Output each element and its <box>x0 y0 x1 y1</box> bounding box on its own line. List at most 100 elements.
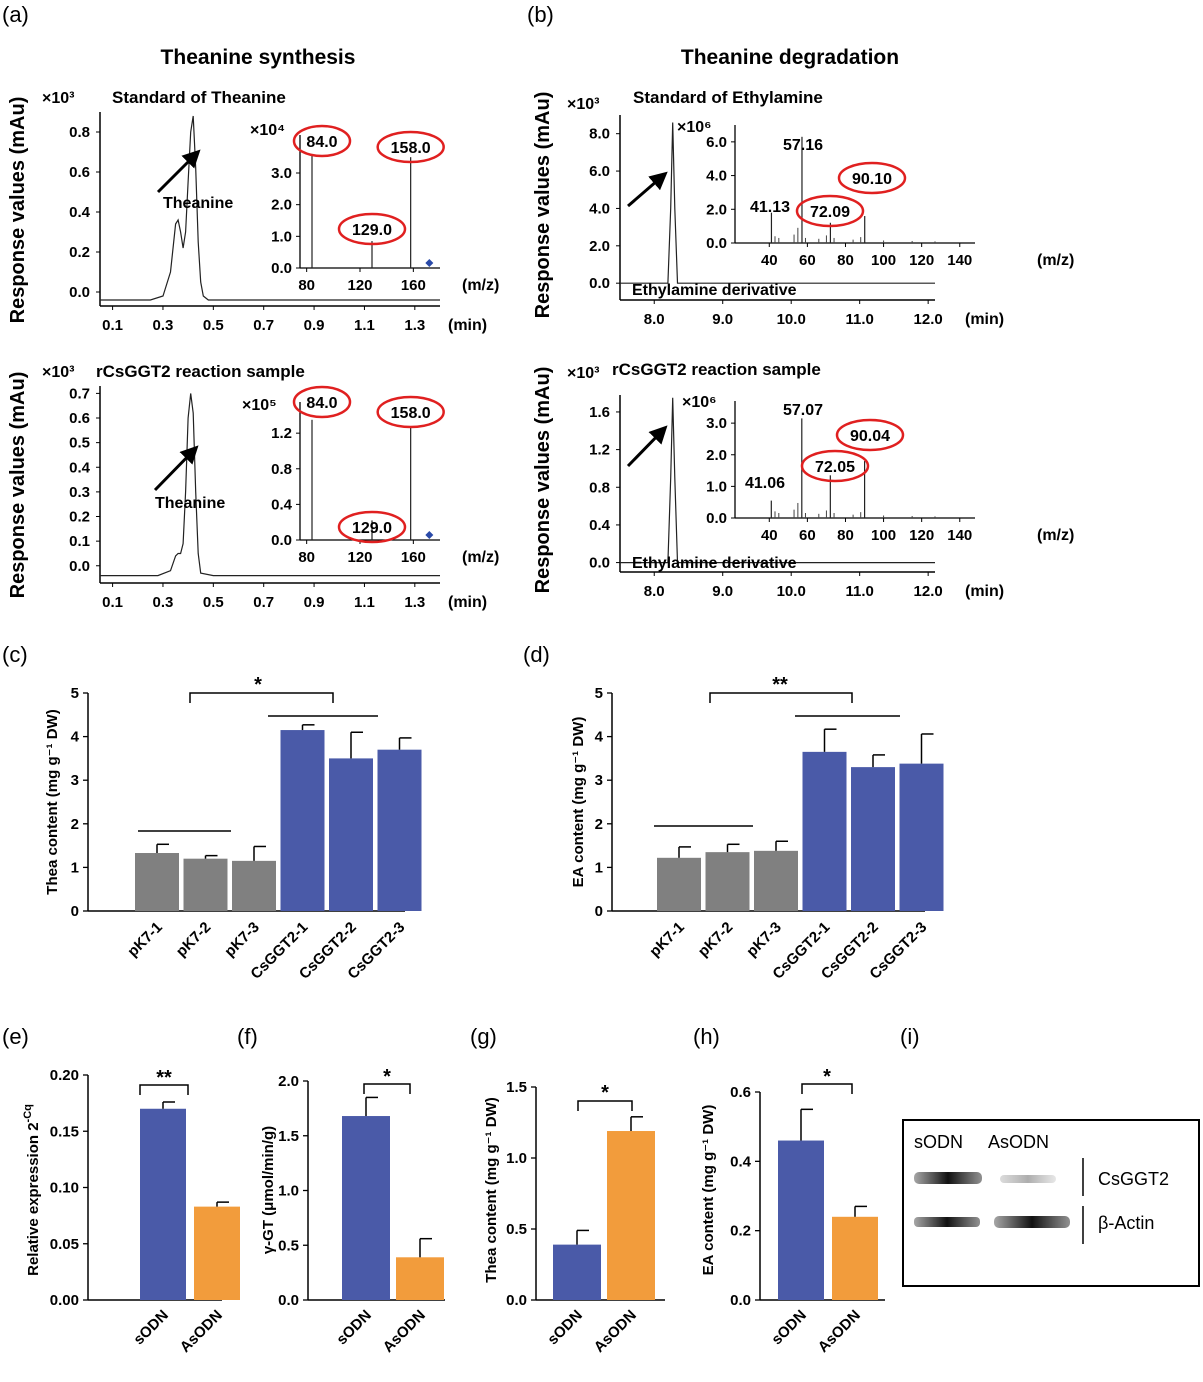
x-tick-label: 12.0 <box>914 311 943 328</box>
y-tick-label: 4 <box>71 729 80 746</box>
bar-chart-f: 0.0 0.5 1.0 1.5 2.0 γ-GT (μmol/min/g) sODN AsOD… <box>260 1066 445 1356</box>
x-tick-label: pK7-1 <box>646 919 687 960</box>
panel-label-b: (b) <box>527 2 554 27</box>
blot-band-label-csggt2: CsGGT2 <box>1098 1169 1169 1189</box>
y-tick-label: 0.0 <box>69 558 90 575</box>
y-tick-label: 0.0 <box>278 1292 299 1309</box>
panel-label-h: (h) <box>693 1024 720 1049</box>
x-tick-label: 1.1 <box>354 317 375 334</box>
bar <box>183 858 228 911</box>
bar <box>607 1131 655 1300</box>
inset-y-tick-label: 0.0 <box>271 532 292 549</box>
y-scale-label: ×10³ <box>42 364 74 381</box>
highlight-ellipse <box>337 510 407 544</box>
ms-peak-label: 158.0 <box>391 140 431 157</box>
ms-peak-label: 90.04 <box>850 428 890 445</box>
x-tick-label: pK7-3 <box>743 919 784 960</box>
peak-arrow <box>626 425 668 468</box>
blot-band-actin-lane2 <box>994 1216 1070 1228</box>
bar <box>802 751 847 911</box>
inset-scale-label: ×10⁵ <box>242 397 277 414</box>
highlight-ellipse <box>337 212 407 246</box>
inset-x-unit: (m/z) <box>462 277 499 294</box>
chromatogram-b-reaction: rCsGGT2 reaction sample ×10³ Response valu… <box>532 360 1074 600</box>
peak-arrow <box>153 445 199 492</box>
x-tick-label: 0.9 <box>304 594 325 611</box>
bar <box>135 853 179 911</box>
blot-band-csggt2-lane1 <box>914 1172 982 1184</box>
inset-y-tick-label: 1.0 <box>271 228 292 245</box>
y-tick-label: 1.0 <box>506 1150 527 1167</box>
x-tick-label: 0.1 <box>102 317 123 334</box>
y-tick-label: 0.10 <box>50 1180 79 1197</box>
x-axis-unit: (min) <box>965 311 1004 328</box>
x-tick-label: pK7-1 <box>124 919 165 960</box>
x-tick-label: 9.0 <box>712 583 733 600</box>
y-axis-label-superscript: -Cq <box>22 1104 34 1122</box>
inset-x-tick-label: 80 <box>298 277 315 294</box>
y-tick-label: 1 <box>71 859 79 876</box>
y-tick-label: 1.5 <box>506 1079 527 1096</box>
inset-y-tick-label: 0.4 <box>271 496 293 513</box>
x-tick-label: pK7-3 <box>221 919 262 960</box>
x-tick-label: 0.7 <box>253 317 274 334</box>
significance-bracket <box>363 1083 411 1094</box>
y-tick-label: 0.4 <box>589 517 611 534</box>
inset-x-tick-label: 80 <box>298 549 315 566</box>
panel-label-a: (a) <box>2 2 29 27</box>
y-tick-label: 0 <box>595 903 603 920</box>
bar <box>705 852 750 911</box>
highlight-ellipse <box>800 449 870 483</box>
significance-bracket <box>577 1100 633 1111</box>
x-tick-label: 11.0 <box>845 583 873 600</box>
chart-subtitle: Standard of Theanine <box>112 88 286 107</box>
x-tick-label: AsODN <box>380 1307 429 1356</box>
bar <box>778 1140 824 1300</box>
blot-lane-label-2: AsODN <box>988 1132 1049 1152</box>
inset-x-unit: (m/z) <box>1037 252 1074 269</box>
inset-y-tick-label: 3.0 <box>706 415 727 432</box>
chart-subtitle: Standard of Ethylamine <box>633 88 823 107</box>
y-tick-label: 0.2 <box>730 1223 751 1240</box>
inset-y-tick-label: 2.0 <box>271 197 292 214</box>
inset-y-tick-label: 0.8 <box>271 461 292 478</box>
bar <box>377 749 422 911</box>
ms-peak-label: 129.0 <box>352 222 392 239</box>
x-tick-label: 0.3 <box>153 317 174 334</box>
peak-arrow <box>627 171 668 208</box>
ms-peak-label: 84.0 <box>306 395 337 412</box>
peak-annotation: Ethylamine derivative <box>632 555 797 572</box>
chart-title: Theanine synthesis <box>161 46 356 69</box>
y-axis-label: Relative expression 2-Cq <box>22 1104 42 1276</box>
inset-x-tick-label: 140 <box>947 527 972 544</box>
y-tick-label: 0.05 <box>50 1236 79 1253</box>
significance-label: * <box>601 1082 609 1104</box>
y-tick-label: 0.6 <box>69 410 90 427</box>
inset-x-tick-label: 120 <box>347 549 372 566</box>
inset-x-tick-label: 80 <box>837 527 854 544</box>
y-tick-label: 0.6 <box>730 1084 751 1101</box>
x-tick-label: 0.5 <box>203 317 224 334</box>
inset-y-tick-label: 3.0 <box>271 165 292 182</box>
chromatogram-trace <box>620 397 935 564</box>
significance-bracket <box>189 692 334 703</box>
y-tick-label: 6.0 <box>589 163 610 180</box>
y-tick-label: 0.00 <box>50 1292 79 1309</box>
y-tick-label: 0.8 <box>589 479 610 496</box>
bar <box>342 1116 390 1300</box>
bar-chart-c: 0 1 2 3 4 5 Thea content (mg g⁻¹ DW) pK7-1 pK7-2… <box>44 674 422 983</box>
highlight-ellipse <box>376 395 445 429</box>
inset-x-unit: (m/z) <box>462 549 499 566</box>
bar <box>553 1244 601 1300</box>
peak-arrow <box>156 149 201 194</box>
bar <box>657 857 701 911</box>
y-scale-label: ×10³ <box>567 96 599 113</box>
inset-x-unit: (m/z) <box>1037 527 1074 544</box>
significance-label: * <box>383 1066 391 1088</box>
inset-x-tick-label: 120 <box>347 277 372 294</box>
highlight-ellipse <box>376 130 445 164</box>
x-tick-label: 9.0 <box>712 311 733 328</box>
bar-chart-e: 0.00 0.05 0.10 0.15 0.20 Relative expression … <box>22 1067 240 1356</box>
inset-x-tick-label: 40 <box>761 527 778 544</box>
